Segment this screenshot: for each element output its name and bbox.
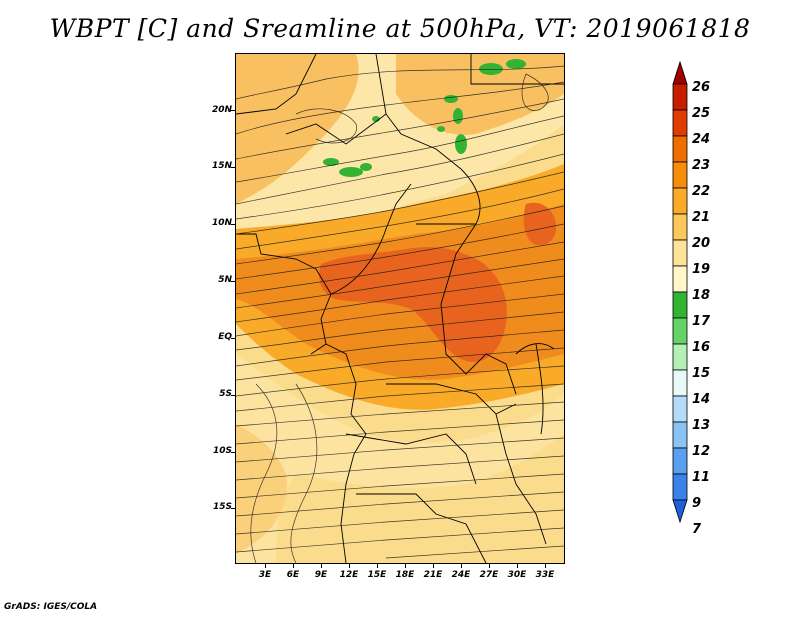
x-tick xyxy=(265,563,266,568)
colorbar-segment xyxy=(672,239,688,267)
colorbar-segment xyxy=(672,369,688,397)
colorbar-label: 25 xyxy=(692,106,711,121)
colorbar-label: 13 xyxy=(692,418,711,433)
y-tick-label: 20N xyxy=(211,105,232,115)
x-tick xyxy=(293,563,294,568)
colorbar-segment xyxy=(672,161,688,189)
colorbar-segment xyxy=(672,135,688,163)
x-tick-label: 30E xyxy=(507,570,527,580)
colorbar-segment xyxy=(672,473,688,501)
x-tick-label: 27E xyxy=(479,570,499,580)
y-tick xyxy=(231,508,236,509)
colorbar-label: 17 xyxy=(692,314,711,329)
y-tick-label: EQ xyxy=(218,332,232,342)
wbpt-20-southwest-area xyxy=(236,424,287,554)
y-tick-label: 10S xyxy=(212,446,232,456)
x-tick-label: 24E xyxy=(451,570,471,580)
colorbar-segment xyxy=(672,421,688,449)
x-tick xyxy=(433,563,434,568)
x-tick xyxy=(405,563,406,568)
y-tick xyxy=(231,110,236,111)
map-panel xyxy=(235,53,565,564)
x-tick xyxy=(461,563,462,568)
colorbar-bottom-arrow xyxy=(672,499,688,524)
colorbar-label: 14 xyxy=(692,392,711,407)
x-tick xyxy=(321,563,322,568)
streamlines xyxy=(236,65,564,563)
x-tick-label: 21E xyxy=(423,570,443,580)
colorbar-segment xyxy=(672,109,688,137)
y-tick-label: 10N xyxy=(211,218,232,228)
colorbar-segment xyxy=(672,213,688,241)
x-tick-label: 33E xyxy=(535,570,555,580)
colorbar-label: 26 xyxy=(692,80,711,95)
x-tick-label: 6E xyxy=(286,570,300,580)
footer-credit: GrADS: IGES/COLA xyxy=(4,602,98,612)
x-tick-label: 15E xyxy=(367,570,387,580)
colorbar-label: 7 xyxy=(692,522,702,537)
x-tick-label: 3E xyxy=(258,570,272,580)
colorbar-label: 24 xyxy=(692,132,711,147)
wbpt-20-21-north-area xyxy=(236,54,359,204)
x-tick xyxy=(517,563,518,568)
colorbar-segment xyxy=(672,317,688,345)
wbpt-20-21-northeast-area xyxy=(396,54,564,135)
wbpt-field xyxy=(236,54,564,563)
colorbar-segment xyxy=(672,187,688,215)
colorbar-segment xyxy=(672,291,688,319)
colorbar-segment xyxy=(672,265,688,293)
y-tick-label: 5S xyxy=(219,389,232,399)
colorbar-label: 18 xyxy=(692,288,711,303)
colorbar-label: 20 xyxy=(692,236,711,251)
wbpt-23-24-area xyxy=(319,247,507,363)
x-tick-label: 18E xyxy=(395,570,415,580)
colorbar-segment xyxy=(672,83,688,111)
x-tick xyxy=(545,563,546,568)
x-tick xyxy=(349,563,350,568)
colorbar-segment xyxy=(672,395,688,423)
y-tick-label: 15S xyxy=(212,502,232,512)
x-tick-label: 12E xyxy=(339,570,359,580)
colorbar-label: 9 xyxy=(692,496,702,511)
colorbar-label: 22 xyxy=(692,184,711,199)
map-title: WBPT [C] and Sreamline at 500hPa, VT: 20… xyxy=(49,14,751,43)
colorbar-label: 11 xyxy=(692,470,711,485)
y-tick xyxy=(231,167,236,168)
y-tick xyxy=(231,281,236,282)
colorbar-label: 15 xyxy=(692,366,711,381)
colorbar-label: 12 xyxy=(692,444,711,459)
colorbar-label: 19 xyxy=(692,262,711,277)
colorbar-segment xyxy=(672,343,688,371)
y-tick-label: 15N xyxy=(211,161,232,171)
y-tick-label: 5N xyxy=(218,275,232,285)
colorbar-top-arrow xyxy=(672,60,688,85)
x-tick xyxy=(377,563,378,568)
colorbar-label: 23 xyxy=(692,158,711,173)
y-tick xyxy=(231,452,236,453)
colorbar-segment xyxy=(672,447,688,475)
colorbar-label: 21 xyxy=(692,210,711,225)
x-tick-label: 9E xyxy=(314,570,328,580)
y-tick xyxy=(231,224,236,225)
country-boundaries xyxy=(236,54,564,563)
x-tick xyxy=(489,563,490,568)
colorbar-label: 16 xyxy=(692,340,711,355)
y-tick xyxy=(231,395,236,396)
y-tick xyxy=(231,338,236,339)
